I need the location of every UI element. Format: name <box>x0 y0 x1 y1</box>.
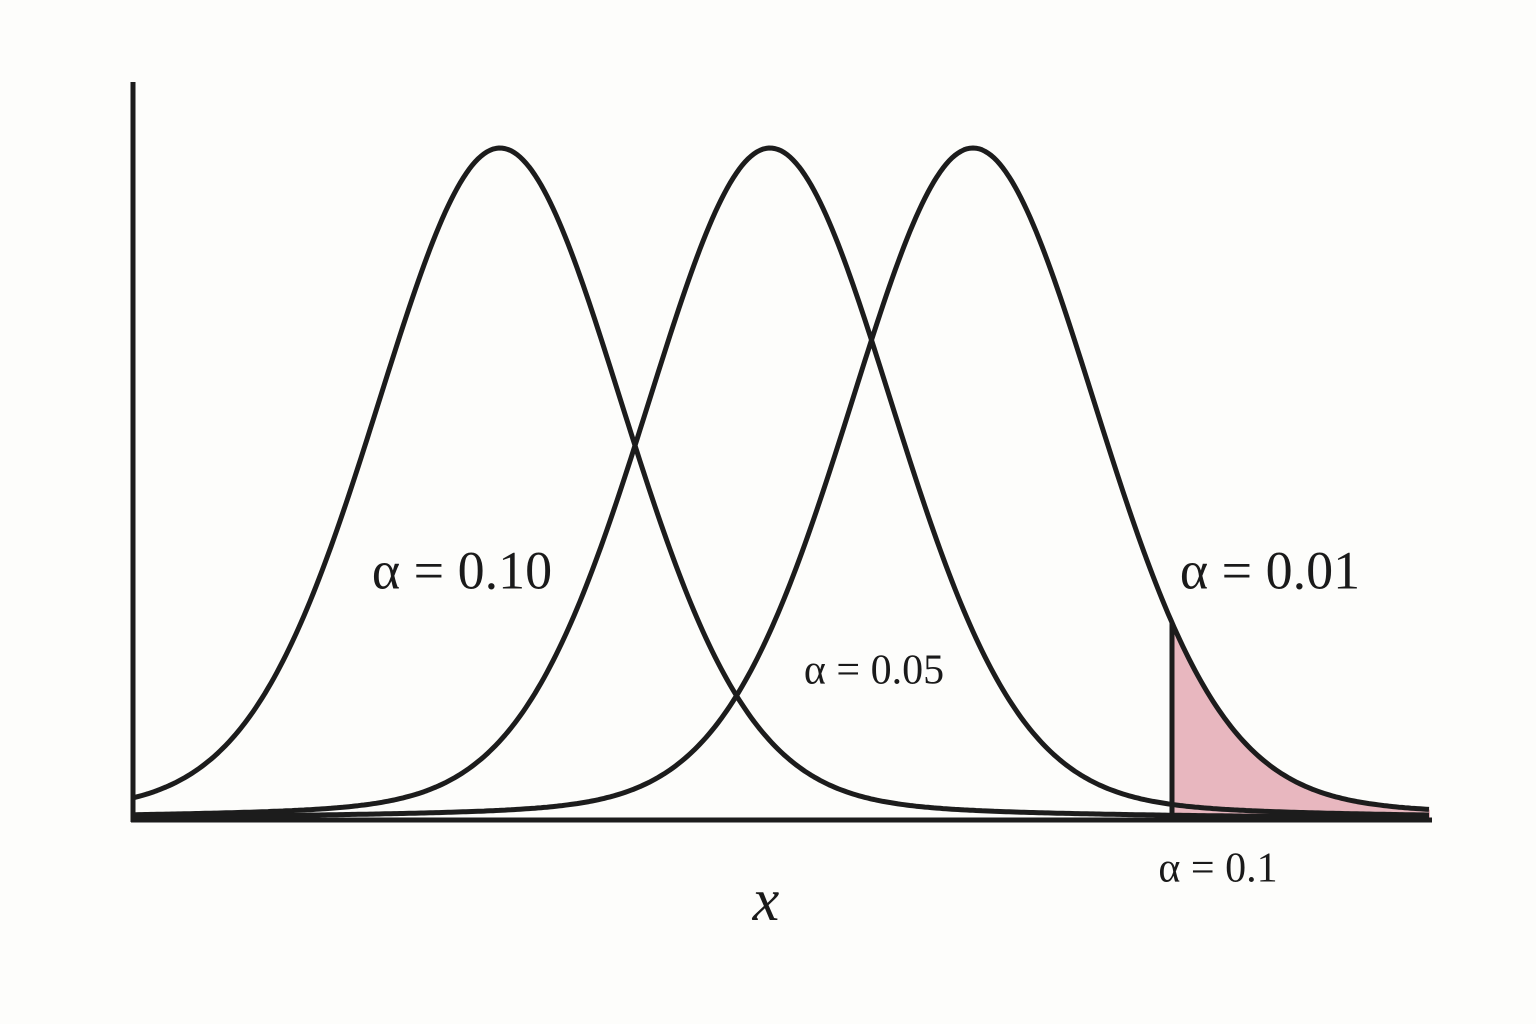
label: α = 0.05 <box>804 648 944 694</box>
bell-curve <box>133 145 1429 818</box>
curves <box>132 145 1430 820</box>
label: α = 0.10 <box>372 540 552 600</box>
bell-curve <box>132 145 1429 820</box>
shaded-tail <box>1172 622 1430 820</box>
bell-curve <box>133 145 1430 820</box>
axis-label: x <box>752 867 780 933</box>
label: α = 0.1 <box>1158 846 1277 892</box>
label: α = 0.01 <box>1180 540 1360 600</box>
